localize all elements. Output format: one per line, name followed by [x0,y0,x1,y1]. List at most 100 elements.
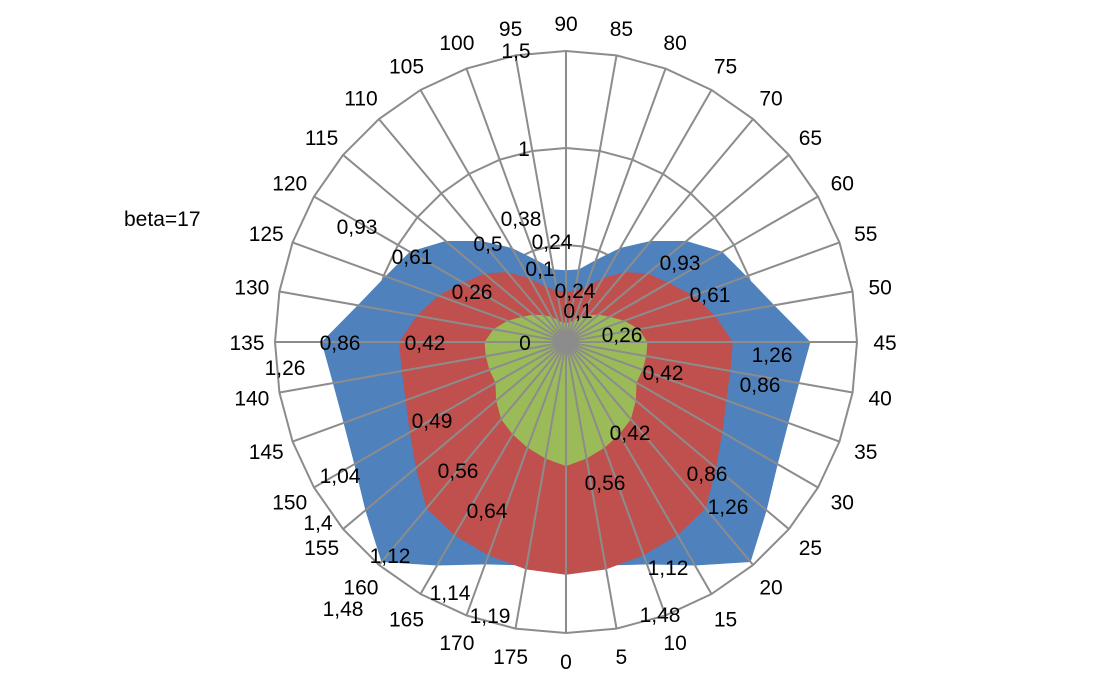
category-label: 60 [831,173,854,196]
grid-spoke [514,341,567,629]
category-label: 65 [799,127,822,150]
grid-spoke [378,118,567,343]
category-label: 5 [616,646,628,669]
data-label: 0,61 [392,246,433,269]
grid-spoke [313,341,567,489]
data-label: 0,49 [412,410,453,433]
grid-spoke [565,341,618,629]
category-label: 135 [229,332,264,355]
data-labels: 0,380,240,10,240,10,260,930,610,930,610,… [265,208,793,628]
grid-spoke [292,241,567,343]
axis-tick-label: 0 [519,332,531,355]
grid-spokes [275,51,857,633]
category-label: 15 [714,608,737,631]
grid-spoke [279,290,567,343]
data-label: 0,1 [525,258,554,281]
grid-spoke [378,341,567,566]
grid-spoke [565,195,819,343]
grid-spoke [465,341,567,616]
legend-label: beta=17 [124,208,201,231]
data-label: 1,26 [265,357,306,380]
grid-spoke [313,195,567,343]
category-label: 155 [304,537,339,560]
axis-tick-labels: 0 0,5 1 1,5 [473,40,530,355]
grid-spoke [342,341,567,530]
data-label: 1,04 [320,465,361,488]
grid-spoke [565,89,713,343]
data-label: 1,14 [430,582,471,605]
data-label: 1,48 [323,598,364,621]
data-label: 0,64 [467,500,508,523]
category-label: 40 [868,387,891,410]
grid-spoke [565,341,754,566]
category-label: 55 [854,223,877,246]
data-label: 1,48 [640,604,681,627]
data-label: 0,1 [563,300,592,323]
data-label: 1,26 [752,344,793,367]
category-label: 175 [493,646,528,669]
data-label: 0,24 [532,231,573,254]
grid-spoke [565,55,618,343]
grid-spoke [565,341,819,489]
data-label: 0,24 [555,280,596,303]
category-label: 80 [663,32,686,55]
category-label: 160 [343,576,378,599]
category-label: 145 [249,441,284,464]
category-label: 50 [868,277,891,300]
category-label: 120 [272,173,307,196]
category-label: 130 [234,277,269,300]
data-label: 1,26 [708,496,749,519]
data-label: 0,93 [337,216,378,239]
grid-spoke [565,68,667,343]
grid-spoke [565,341,840,443]
grid-spoke [565,118,754,343]
data-label: 0,42 [610,422,651,445]
category-label: 25 [799,537,822,560]
data-label: 1,19 [470,605,511,628]
category-label: 20 [759,576,782,599]
category-label: 75 [714,56,737,79]
category-label: 95 [499,18,522,41]
category-labels: 90 85807570656055504540353025201510501751… [229,13,896,674]
category-label: 100 [439,32,474,55]
grid-spoke [565,290,853,343]
category-label: 140 [234,387,269,410]
axis-tick-label: 1,5 [501,40,530,63]
grid-spoke [565,154,790,343]
data-label: 0,86 [320,332,361,355]
category-label: 150 [272,492,307,515]
data-label: 1,12 [370,545,411,568]
data-label: 0,56 [438,460,479,483]
data-label: 0,38 [501,208,542,231]
grid-spoke [419,341,567,595]
grid-spoke [565,341,713,595]
category-label: 85 [610,18,633,41]
category-label: 35 [854,441,877,464]
category-label: 105 [389,56,424,79]
category-label: 170 [439,632,474,655]
category-label: 70 [759,88,782,111]
category-label: 115 [305,127,338,150]
data-label: 0,86 [687,463,728,486]
grid-spoke [565,341,667,616]
axis-tick-label: 1 [518,138,530,161]
category-label: 30 [831,492,854,515]
category-label: 0 [560,651,572,674]
data-label: 1,4 [303,512,333,535]
category-label: 10 [663,632,686,655]
data-label: 1,12 [648,557,689,580]
data-label: 0,61 [690,284,731,307]
data-label: 0,42 [643,362,684,385]
grid-spoke [465,68,567,343]
grid-spoke [565,341,790,530]
grid-spoke [565,241,840,343]
data-label: 0,56 [585,472,626,495]
data-label: 0,93 [660,252,701,275]
grid-spoke [342,154,567,343]
data-label: 0,26 [602,324,643,347]
grid-spoke [419,89,567,343]
category-label: 110 [344,88,377,111]
data-label: 0,26 [452,281,493,304]
data-label: 0,86 [740,374,781,397]
